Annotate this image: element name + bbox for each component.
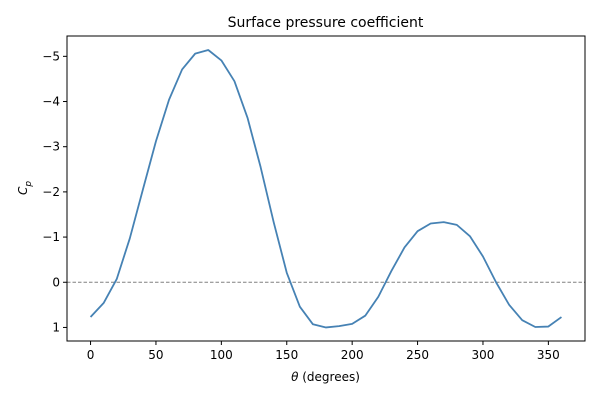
- x-tick-label: 50: [148, 348, 163, 362]
- x-tick-label: 200: [341, 348, 364, 362]
- y-tick-label: 1: [52, 320, 60, 334]
- x-tick-label: 250: [406, 348, 429, 362]
- x-tick-label: 100: [210, 348, 233, 362]
- x-tick-label: 300: [472, 348, 495, 362]
- x-axis-label: θ (degrees): [291, 370, 360, 384]
- x-axis-label-symbol: θ: [291, 370, 299, 384]
- plot-area: [66, 35, 586, 342]
- y-tick-label: −5: [42, 49, 60, 63]
- y-axis-label: Cp: [16, 181, 34, 195]
- y-tick-label: −4: [42, 95, 60, 109]
- x-tick-label: 150: [275, 348, 298, 362]
- y-axis: −5 −4 −3 −2 −1 0 1: [42, 49, 67, 334]
- y-axis-label-subscript: p: [24, 181, 34, 188]
- x-tick-label: 350: [537, 348, 560, 362]
- y-tick-label: −1: [42, 230, 60, 244]
- x-axis: 0 50 100 150 200 250 300 350: [87, 341, 560, 362]
- chart-title: Surface pressure coefficient: [228, 15, 424, 31]
- x-tick-label: 0: [87, 348, 95, 362]
- series-line: [89, 49, 562, 329]
- y-tick-label: 0: [52, 275, 60, 289]
- y-tick-label: −3: [42, 140, 60, 154]
- y-tick-label: −2: [42, 185, 60, 199]
- y-axis-label-symbol: C: [16, 186, 30, 195]
- x-axis-label-text: (degrees): [298, 370, 359, 384]
- plot-frame: [66, 35, 586, 342]
